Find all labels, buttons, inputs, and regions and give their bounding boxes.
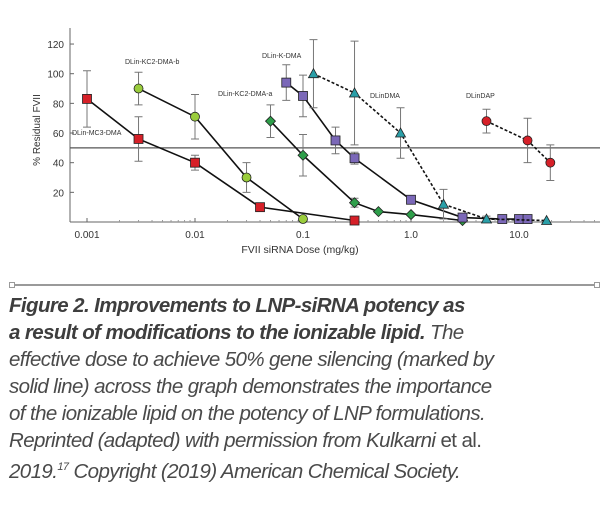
data-point [372, 206, 385, 218]
series-label: DLin-KC2-DMA-a [218, 91, 273, 98]
caption-divider [12, 284, 596, 286]
data-point [133, 134, 144, 144]
data-point [297, 149, 309, 161]
data-point [82, 94, 92, 104]
series-dlin-kc2-dma-b: DLin-KC2-DMA-b [125, 59, 308, 224]
data-point [457, 212, 468, 223]
series-line [269, 120, 463, 222]
dose-response-chart: 20 40 60 80 100 120 0.001 0.01 0.1 1.0 10.0 DLin-M… [32, 28, 600, 256]
series-label: DLinDAP [466, 93, 495, 100]
y-tick-label: 100 [47, 70, 64, 81]
caption-text: solid line) across the graph demonstrate… [9, 375, 492, 398]
series-line [313, 72, 547, 222]
data-point [437, 198, 450, 209]
citation-number: 17 [57, 461, 69, 473]
caption-title-cont: a result of modifications to the ionizab… [9, 321, 426, 344]
series-label: DLin-K-DMA [262, 53, 302, 60]
data-point [241, 172, 252, 183]
data-point [514, 214, 524, 224]
series-dlindap: DLinDAP [466, 93, 556, 181]
x-axis-label: FVII siRNA Dose (mg/kg) [241, 244, 358, 256]
caption-text: et al. [435, 429, 482, 452]
series-dlin-mc3-dma: DLin-MC3-DMA [72, 70, 360, 226]
series-line [138, 87, 304, 220]
series-dlindma: DLinDMA [307, 39, 553, 225]
y-tick-label: 40 [53, 159, 65, 170]
series-label: DLinDMA [370, 93, 400, 100]
data-point [255, 202, 265, 213]
data-point [545, 157, 556, 168]
x-tick-label: 1.0 [404, 230, 418, 241]
data-point [349, 153, 360, 164]
caption-text: effective dose to achieve 50% gene silen… [9, 348, 494, 371]
divider-end-right [594, 282, 600, 288]
y-axis-label: % Residual FVII [32, 94, 43, 166]
y-tick-label: 120 [47, 40, 64, 51]
series-line [86, 98, 355, 222]
data-point [481, 116, 492, 127]
data-point [307, 67, 320, 79]
y-tick-label: 60 [53, 129, 65, 140]
x-tick-label: 0.01 [185, 230, 205, 241]
data-point [348, 197, 361, 209]
data-point [394, 127, 407, 138]
caption-title: Figure 2. Improvements to LNP-siRNA pote… [9, 294, 465, 317]
data-point [405, 209, 417, 221]
data-point [190, 157, 200, 168]
figure-caption: Figure 2. Improvements to LNP-siRNA pote… [9, 292, 609, 485]
data-point [348, 87, 361, 98]
data-point [190, 111, 200, 122]
caption-text: The [424, 321, 464, 344]
data-point [522, 214, 533, 224]
series-label: DLin-MC3-DMA [72, 130, 122, 137]
data-point [298, 91, 308, 101]
y-tick-label: 20 [53, 188, 65, 199]
series-label: DLin-KC2-DMA-b [125, 59, 180, 66]
y-tick-label: 80 [53, 99, 65, 110]
data-point [522, 135, 533, 146]
x-tick-label: 0.001 [74, 230, 99, 241]
divider-end-left [9, 282, 15, 288]
data-point [133, 83, 144, 94]
data-point [406, 194, 416, 205]
caption-text: Copyright (2019) American Chemical Socie… [68, 459, 461, 483]
data-point [281, 77, 292, 88]
x-tick-label: 10.0 [509, 230, 529, 241]
caption-text: Reprinted (adapted) with permission from… [9, 429, 436, 452]
data-point [480, 213, 493, 224]
caption-text: of the ionizable lipid on the potency of… [9, 402, 486, 425]
series-line [486, 120, 551, 164]
caption-text: 2019. [9, 459, 58, 483]
data-point [330, 135, 341, 146]
data-point [298, 214, 308, 224]
x-tick-label: 0.1 [296, 230, 310, 241]
data-point [540, 214, 553, 225]
data-point [264, 115, 277, 127]
data-point [349, 215, 360, 226]
